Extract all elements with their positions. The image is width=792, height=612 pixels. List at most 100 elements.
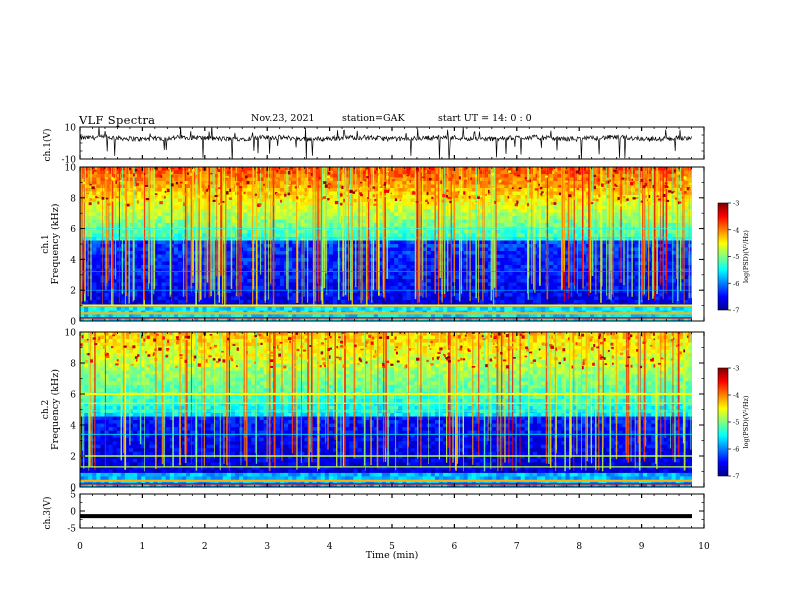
heatmap-cell <box>647 265 652 270</box>
heatmap-cell <box>406 237 412 242</box>
heatmap-cell <box>671 230 677 235</box>
heatmap-cell <box>255 244 261 249</box>
heatmap-cell <box>275 202 281 207</box>
heatmap-cell <box>479 261 485 266</box>
heatmap-cell <box>390 170 395 175</box>
heatmap-cell <box>247 247 252 252</box>
heatmap-cell <box>345 170 350 175</box>
heatmap-cell <box>622 265 628 270</box>
heatmap-cell <box>500 240 505 245</box>
heatmap-cell <box>133 181 138 186</box>
heatmap-cell <box>373 233 379 238</box>
heatmap-cell <box>365 184 371 189</box>
heatmap-cell <box>434 205 440 210</box>
heatmap-cell <box>638 195 644 200</box>
heatmap-cell <box>610 268 616 273</box>
heatmap-cell <box>243 279 248 284</box>
heatmap-cell <box>165 251 171 256</box>
heatmap-cell <box>157 230 163 235</box>
heatmap-cell <box>186 268 191 273</box>
heatmap-cell <box>659 209 665 214</box>
heatmap-cell <box>512 265 518 270</box>
heatmap-cell <box>512 212 518 217</box>
heatmap-cell <box>504 216 509 221</box>
heatmap-cell <box>426 244 432 249</box>
heatmap-cell <box>373 195 379 200</box>
heatmap-cell <box>398 191 403 196</box>
heatmap-cell <box>679 174 685 179</box>
heatmap-cell <box>504 261 509 266</box>
heatmap-cell <box>500 205 505 210</box>
heatmap-cell <box>186 188 191 193</box>
heatmap-cell <box>377 188 383 193</box>
heatmap-cell <box>133 230 138 235</box>
heatmap-cell <box>549 205 554 210</box>
heatmap-cell <box>430 268 436 273</box>
heatmap-cell <box>390 205 395 210</box>
heatmap-cell <box>328 191 334 196</box>
heatmap-cell <box>602 167 607 172</box>
heatmap-cell <box>288 202 293 207</box>
heatmap-cell <box>243 167 248 172</box>
heatmap-cell <box>259 181 265 186</box>
heatmap-cell <box>647 254 652 259</box>
heatmap-cell <box>463 167 469 172</box>
heatmap-cell <box>332 261 338 266</box>
heatmap-cell <box>430 279 436 284</box>
heatmap-cell <box>447 202 452 207</box>
heatmap-cell <box>108 244 114 249</box>
heatmap-cell <box>447 268 452 273</box>
heatmap-cell <box>120 265 126 270</box>
heatmap-cell <box>463 202 469 207</box>
heatmap-cell <box>504 272 509 277</box>
heatmap-cell <box>275 177 281 182</box>
heatmap-cell <box>332 191 338 196</box>
heatmap-cell <box>667 177 673 182</box>
heatmap-cell <box>659 174 665 179</box>
heatmap-cell <box>394 258 399 263</box>
heatmap-cell <box>504 167 509 172</box>
heatmap-cell <box>292 216 297 221</box>
heatmap-cell <box>463 240 469 245</box>
heatmap-cell <box>634 244 640 249</box>
heatmap-cell <box>610 202 616 207</box>
heatmap-cell <box>553 223 558 228</box>
heatmap-cell <box>638 233 644 238</box>
heatmap-cell <box>398 223 403 228</box>
heatmap-cell <box>292 265 297 270</box>
heatmap-cell <box>108 240 114 245</box>
heatmap-cell <box>300 205 305 210</box>
heatmap-cell <box>308 216 314 221</box>
heatmap-cell <box>443 275 448 280</box>
heatmap-cell <box>463 258 469 263</box>
heatmap-cell <box>157 216 163 221</box>
heatmap-cell <box>177 174 183 179</box>
heatmap-cell <box>508 181 514 186</box>
heatmap-cell <box>679 170 685 175</box>
heatmap-cell <box>516 209 522 214</box>
heatmap-cell <box>390 195 395 200</box>
heatmap-cell <box>108 191 114 196</box>
heatmap-cell <box>496 247 501 252</box>
heatmap-cell <box>182 268 187 273</box>
heatmap-cell <box>247 279 252 284</box>
heatmap-cell <box>345 212 350 217</box>
heatmap-cell <box>398 216 403 221</box>
heatmap-cell <box>292 191 297 196</box>
heatmap-cell <box>569 184 575 189</box>
heatmap-cell <box>157 188 163 193</box>
heatmap-cell <box>483 223 489 228</box>
heatmap-cell <box>683 219 689 224</box>
heatmap-cell <box>177 167 183 172</box>
heatmap-cell <box>398 258 403 263</box>
heatmap-cell <box>520 275 526 280</box>
heatmap-cell <box>410 258 416 263</box>
heatmap-cell <box>92 244 97 249</box>
heatmap-cell <box>92 198 97 203</box>
heatmap-cell <box>614 177 620 182</box>
heatmap-cell <box>226 254 232 259</box>
heatmap-cell <box>520 230 526 235</box>
heatmap-cell <box>541 251 546 256</box>
heatmap-cell <box>520 261 526 266</box>
heatmap-cell <box>447 191 452 196</box>
